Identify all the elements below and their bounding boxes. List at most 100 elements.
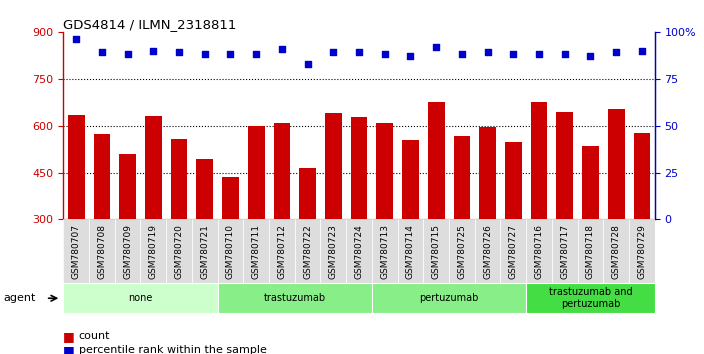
Text: agent: agent [4,293,36,303]
Text: GSM780718: GSM780718 [586,224,595,279]
Bar [372,219,398,283]
Bar [196,159,213,313]
Bar [269,219,295,283]
Bar [325,113,341,313]
Bar [218,283,372,313]
Point [70,36,82,42]
Bar [552,219,577,283]
Text: ■: ■ [63,330,79,343]
Point [559,52,570,57]
Point [199,52,210,57]
Point [276,46,287,52]
Bar [608,109,624,313]
Bar [479,127,496,313]
Text: GSM780727: GSM780727 [509,224,518,279]
Text: GSM780726: GSM780726 [483,224,492,279]
Bar [474,219,501,283]
Bar [603,219,629,283]
Bar [556,112,573,313]
Point [225,52,236,57]
Bar [402,141,419,313]
Point [456,52,467,57]
Text: GSM780723: GSM780723 [329,224,338,279]
Text: trastuzumab: trastuzumab [264,293,326,303]
Bar [115,219,141,283]
Text: GSM780720: GSM780720 [175,224,184,279]
Point [585,53,596,59]
Text: GSM780715: GSM780715 [432,224,441,279]
Text: pertuzumab: pertuzumab [420,293,479,303]
Bar [320,219,346,283]
Bar [218,219,244,283]
Bar [68,115,84,313]
Bar [582,146,599,313]
Bar [501,219,526,283]
Text: GSM780708: GSM780708 [97,224,106,279]
Text: GSM780725: GSM780725 [458,224,466,279]
Bar [145,116,162,313]
Text: percentile rank within the sample: percentile rank within the sample [79,346,267,354]
Text: GSM780709: GSM780709 [123,224,132,279]
Text: trastuzumab and
pertuzumab: trastuzumab and pertuzumab [548,287,632,309]
Bar [577,219,603,283]
Bar [192,219,218,283]
Bar [248,126,265,313]
Point [508,52,519,57]
Bar [295,219,320,283]
Text: GSM780724: GSM780724 [355,224,363,279]
Text: GSM780717: GSM780717 [560,224,570,279]
Text: GSM780711: GSM780711 [252,224,260,279]
Point [96,50,108,55]
Bar [94,135,111,313]
Text: GSM780713: GSM780713 [380,224,389,279]
Bar [423,219,449,283]
Bar [449,219,474,283]
Text: none: none [128,293,153,303]
Text: GSM780729: GSM780729 [637,224,646,279]
Bar [372,283,526,313]
Point [482,50,494,55]
Text: GDS4814 / ILMN_2318811: GDS4814 / ILMN_2318811 [63,18,237,31]
Point [379,52,391,57]
Point [405,53,416,59]
Bar [351,117,367,313]
Text: GSM780716: GSM780716 [534,224,543,279]
Bar [346,219,372,283]
Bar [63,283,218,313]
Bar [428,102,444,313]
Bar [505,142,522,313]
Text: GSM780721: GSM780721 [200,224,209,279]
Text: GSM780719: GSM780719 [149,224,158,279]
Text: GSM780722: GSM780722 [303,224,312,279]
Bar [526,283,655,313]
Point [327,50,339,55]
Point [251,52,262,57]
Bar [526,219,552,283]
Bar [398,219,423,283]
Point [173,50,184,55]
Bar [629,219,655,283]
Bar [222,177,239,313]
Bar [244,219,269,283]
Bar [634,132,650,313]
Point [302,61,313,67]
Text: count: count [79,331,111,341]
Text: GSM780728: GSM780728 [612,224,621,279]
Text: ■: ■ [63,344,79,354]
Bar [141,219,166,283]
Bar [377,123,393,313]
Point [610,50,622,55]
Text: GSM780710: GSM780710 [226,224,235,279]
Bar [89,219,115,283]
Point [122,52,133,57]
Text: GSM780714: GSM780714 [406,224,415,279]
Bar [531,102,548,313]
Point [534,52,545,57]
Point [636,48,648,53]
Bar [274,124,290,313]
Bar [63,219,89,283]
Point [431,44,442,50]
Text: GSM780712: GSM780712 [277,224,287,279]
Text: GSM780707: GSM780707 [72,224,81,279]
Bar [119,154,136,313]
